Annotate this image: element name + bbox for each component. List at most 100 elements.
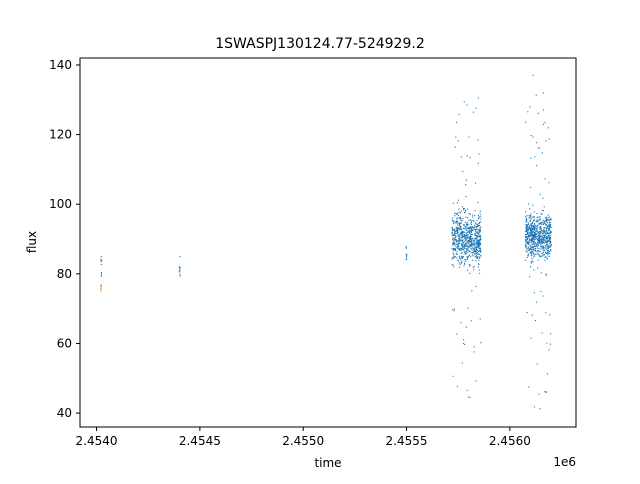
data-point <box>473 255 475 257</box>
data-point <box>531 233 533 235</box>
data-point <box>539 147 541 149</box>
data-point <box>469 213 471 215</box>
data-point <box>480 221 482 223</box>
data-point <box>531 243 533 245</box>
data-point <box>527 242 529 244</box>
data-point <box>472 259 474 261</box>
data-point <box>463 265 465 267</box>
data-point <box>460 239 462 241</box>
data-point <box>535 237 537 239</box>
data-point <box>456 257 458 259</box>
data-point <box>531 229 533 231</box>
data-point <box>480 250 482 252</box>
data-point <box>530 241 532 243</box>
data-point <box>452 308 454 311</box>
data-point <box>451 235 453 237</box>
data-point <box>540 227 542 230</box>
data-point <box>459 238 461 240</box>
data-point <box>541 236 543 238</box>
data-point <box>476 237 478 239</box>
data-point <box>457 234 459 236</box>
data-point <box>477 162 479 164</box>
data-point <box>548 224 550 226</box>
data-point <box>462 248 464 250</box>
data-point <box>405 246 407 248</box>
data-point <box>463 101 465 103</box>
data-point <box>534 245 536 247</box>
data-point <box>457 199 460 201</box>
data-point <box>546 219 548 221</box>
data-point <box>549 343 551 345</box>
data-point <box>461 229 463 231</box>
data-point <box>466 250 468 252</box>
data-point <box>479 236 481 238</box>
data-point <box>540 229 542 231</box>
data-point <box>472 219 474 221</box>
data-point <box>470 320 472 322</box>
data-point <box>467 227 469 229</box>
data-point <box>468 229 470 231</box>
data-point <box>531 239 533 241</box>
data-point <box>544 236 546 238</box>
data-point <box>529 232 531 234</box>
data-point <box>460 232 462 234</box>
data-point <box>476 246 478 248</box>
data-point <box>479 240 481 242</box>
data-point <box>546 232 548 234</box>
data-point <box>464 225 466 227</box>
data-point <box>478 235 480 237</box>
data-point <box>525 248 528 250</box>
data-point <box>457 243 459 245</box>
data-point <box>451 220 454 222</box>
data-point <box>462 218 464 220</box>
data-point <box>534 232 536 234</box>
data-point <box>451 231 453 234</box>
data-point <box>548 238 550 240</box>
data-point <box>532 242 534 244</box>
data-point <box>479 244 481 246</box>
data-point <box>539 231 542 233</box>
data-point <box>477 244 479 246</box>
data-point <box>474 226 476 228</box>
data-point <box>550 217 552 220</box>
data-point <box>548 182 550 184</box>
data-point <box>529 247 531 249</box>
data-point <box>474 246 476 248</box>
data-point <box>454 212 456 215</box>
data-point <box>540 232 542 234</box>
data-point <box>478 240 480 242</box>
data-point <box>462 239 464 241</box>
data-point <box>534 242 536 244</box>
data-point <box>538 236 540 238</box>
data-point <box>477 241 479 243</box>
data-point <box>472 214 474 216</box>
data-point <box>453 255 455 257</box>
data-point <box>466 223 468 225</box>
data-point <box>540 227 542 229</box>
data-point <box>473 228 475 230</box>
data-point <box>550 333 552 335</box>
data-point <box>527 223 530 225</box>
data-point <box>460 262 462 264</box>
data-point <box>464 247 466 249</box>
data-point <box>547 244 549 246</box>
data-point <box>535 233 537 235</box>
data-point <box>475 241 477 243</box>
data-point <box>476 236 478 238</box>
data-point <box>470 227 472 229</box>
data-point <box>465 196 467 198</box>
data-point <box>455 252 457 254</box>
data-point <box>477 225 479 227</box>
data-point <box>531 258 533 260</box>
data-point <box>467 256 469 258</box>
data-point <box>542 255 544 257</box>
data-point <box>525 220 527 222</box>
data-point <box>533 234 535 236</box>
data-point <box>539 238 541 241</box>
x-tick-label: 2.4545 <box>179 434 221 448</box>
data-point <box>539 219 541 221</box>
data-point <box>526 312 528 314</box>
data-point <box>461 230 463 233</box>
data-point <box>453 310 455 312</box>
data-point <box>478 216 480 218</box>
